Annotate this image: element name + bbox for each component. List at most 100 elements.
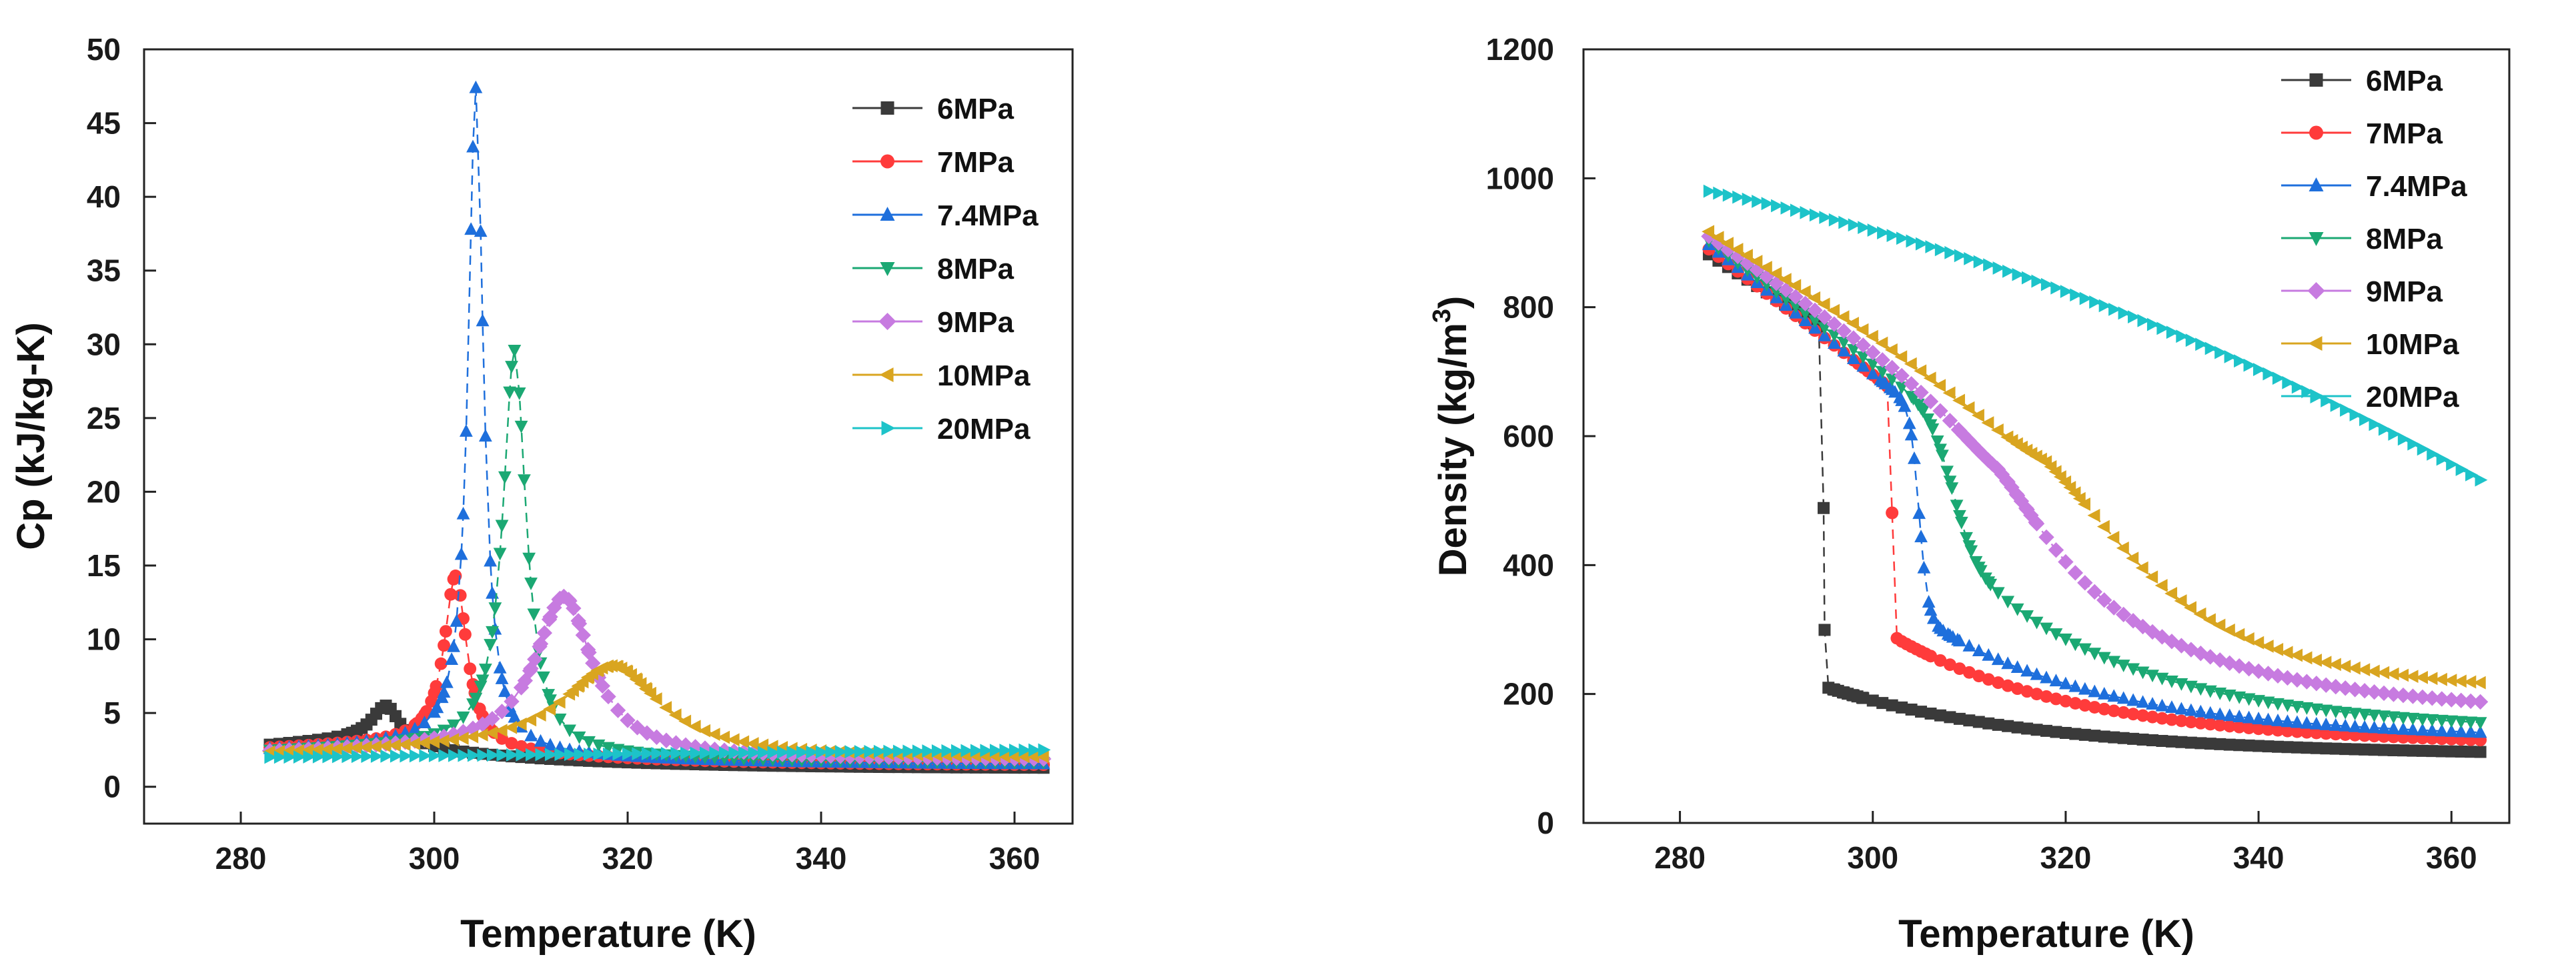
data-point [2023, 507, 2039, 524]
data-point [2098, 702, 2111, 716]
data-point [2059, 634, 2072, 646]
data-point [2146, 697, 2159, 710]
legend-label: 20MPa [937, 413, 1031, 445]
data-point [2202, 613, 2216, 627]
data-point [525, 748, 538, 762]
data-point [1904, 427, 1918, 441]
data-point [767, 746, 780, 760]
data-point [2184, 703, 2198, 716]
data-point [495, 520, 509, 533]
data-point [2261, 696, 2275, 710]
data-point [2473, 725, 2487, 738]
data-point [2059, 727, 2072, 740]
data-point [1944, 711, 1956, 724]
data-point [2146, 670, 2159, 683]
data-point [1932, 403, 1948, 419]
data-point [2194, 683, 2208, 696]
data-point [2328, 678, 2344, 695]
data-point [1858, 221, 1871, 235]
series-layer [1701, 184, 2489, 758]
data-point [2424, 690, 2441, 706]
data-point [2262, 740, 2275, 753]
data-point [378, 739, 392, 753]
data-point [2443, 692, 2459, 708]
legend-marker [880, 207, 895, 221]
data-point [2425, 672, 2438, 686]
y-tick-label: 600 [1503, 419, 1554, 453]
data-point [941, 744, 954, 758]
data-point [2011, 721, 2024, 734]
data-point [1991, 652, 2005, 666]
data-point [2366, 684, 2383, 700]
data-point [2279, 670, 2296, 686]
data-point [2291, 741, 2303, 754]
legend-label: 7MPa [937, 146, 1014, 179]
data-point [2309, 654, 2322, 667]
data-point [2213, 687, 2227, 700]
data-point [390, 749, 403, 763]
series-layer [261, 80, 1052, 774]
data-point [1917, 560, 1931, 574]
data-point [2078, 699, 2092, 712]
y-tick-label: 35 [87, 253, 121, 288]
data-point [1952, 510, 1966, 523]
data-point [2405, 670, 2419, 684]
data-point [456, 711, 470, 724]
data-point [1960, 532, 1973, 545]
data-point [552, 695, 566, 709]
plot-frame [143, 48, 1074, 825]
data-point [2241, 632, 2255, 646]
data-point [1983, 258, 1996, 272]
data-point [2059, 676, 2072, 690]
y-axis-title-superscript: 3 [1428, 309, 1456, 323]
data-point [2271, 724, 2285, 737]
data-point [707, 728, 720, 742]
data-point [2088, 684, 2102, 698]
data-point [1990, 461, 2006, 477]
data-point [844, 745, 858, 759]
data-point [1982, 673, 1995, 686]
data-point [2049, 628, 2063, 641]
data-point [796, 745, 809, 759]
data-point [488, 602, 502, 616]
data-point [2192, 646, 2209, 662]
data-point [1913, 384, 1929, 401]
legend-marker [880, 154, 894, 169]
data-point [2224, 349, 2237, 363]
data-point [2434, 672, 2447, 686]
data-point [2309, 716, 2323, 730]
y-tick-label: 5 [103, 696, 121, 730]
data-point [439, 625, 452, 638]
series-9MPa [1701, 228, 2489, 710]
data-point [1922, 393, 1939, 409]
legend-label: 7.4MPa [2366, 170, 2467, 203]
data-point [1866, 694, 1879, 707]
data-point [2320, 742, 2333, 755]
data-point [2388, 427, 2401, 441]
data-point [1752, 195, 1765, 208]
legend-label: 9MPa [937, 306, 1014, 339]
data-point [1886, 229, 1900, 243]
data-point [459, 423, 473, 437]
data-point [832, 748, 848, 764]
data-point [2377, 721, 2391, 734]
data-point [2463, 675, 2477, 689]
data-point [2010, 660, 2024, 673]
data-point [1974, 565, 1988, 578]
data-point [359, 740, 372, 754]
series-7.4MPa [263, 80, 1051, 770]
data-point [2136, 695, 2150, 708]
data-point [1982, 648, 1996, 661]
data-point [311, 743, 324, 757]
x-tick-label: 280 [1654, 840, 1706, 875]
data-point [690, 746, 703, 760]
data-point [2118, 306, 2131, 320]
data-point [1780, 201, 1794, 215]
data-point [2222, 623, 2235, 637]
data-point [417, 736, 430, 750]
data-point [1908, 451, 1921, 464]
data-point [2397, 744, 2409, 757]
data-point [2378, 422, 2391, 436]
data-point [757, 746, 770, 760]
data-point [1732, 190, 1746, 204]
